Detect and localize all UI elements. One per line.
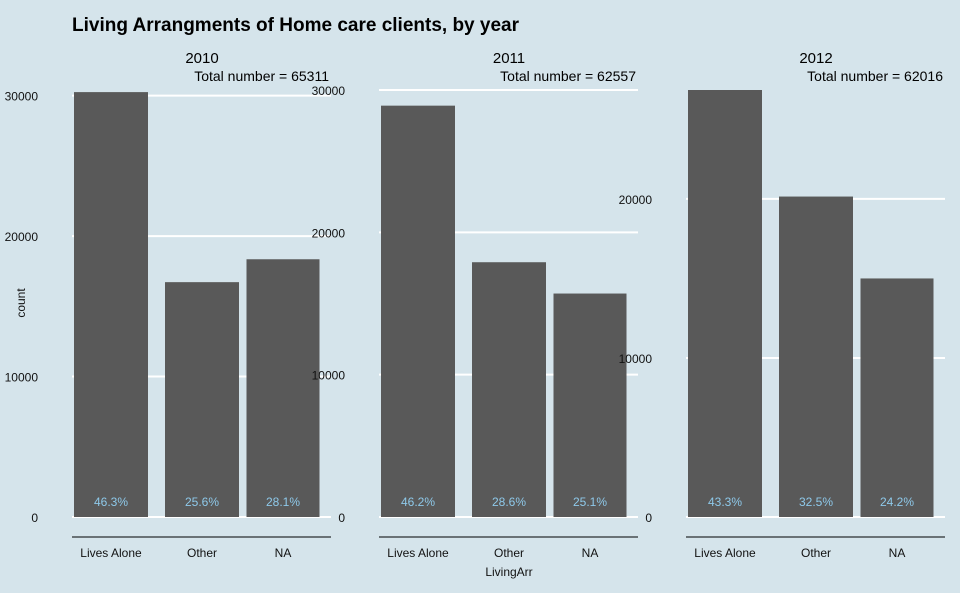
percent-label: 46.2% — [401, 495, 435, 509]
y-tick-label: 0 — [31, 511, 38, 525]
percent-label: 28.6% — [492, 495, 526, 509]
bar-lives-alone — [74, 92, 148, 518]
x-tick-label: Lives Alone — [80, 546, 142, 560]
percent-label: 46.3% — [94, 495, 128, 509]
x-tick-label: NA — [582, 546, 599, 560]
bar-na — [246, 259, 320, 517]
x-tick-label: Other — [187, 546, 217, 560]
y-tick-label: 20000 — [619, 193, 653, 207]
bar-other — [165, 282, 239, 517]
bar-na — [553, 293, 627, 517]
x-tick-label: NA — [275, 546, 292, 560]
y-tick-label: 30000 — [5, 90, 39, 104]
bar-lives-alone — [688, 90, 762, 517]
facet-panel-2011: 0 10000 20000 30000 46.2% 28.6% 25.1% Lives Alo… — [312, 50, 638, 560]
total-number-label: Total number = 62557 — [500, 68, 636, 84]
percent-label: 43.3% — [708, 495, 742, 509]
x-tick-label: Lives Alone — [694, 546, 756, 560]
facet-panel-2012: 0 10000 20000 43.3% 32.5% 24.2% Lives Alone Oth… — [619, 50, 945, 560]
x-axis-title: LivingArr — [485, 565, 532, 579]
bar-lives-alone — [381, 105, 455, 517]
y-tick-label: 10000 — [312, 369, 346, 383]
y-tick-label: 10000 — [619, 352, 653, 366]
facet-title: 2012 — [799, 50, 832, 67]
x-tick-label: Other — [801, 546, 831, 560]
x-tick-label: NA — [889, 546, 906, 560]
y-tick-label: 10000 — [5, 371, 39, 385]
bar-other — [472, 262, 546, 517]
percent-label: 25.6% — [185, 495, 219, 509]
facet-title: 2011 — [493, 50, 525, 67]
x-tick-label: Other — [494, 546, 524, 560]
percent-label: 32.5% — [799, 495, 833, 509]
chart-title: Living Arrangments of Home care clients,… — [72, 15, 520, 36]
y-axis-title: count — [14, 288, 28, 318]
x-tick-label: Lives Alone — [387, 546, 449, 560]
y-tick-label: 0 — [338, 511, 345, 525]
y-tick-label: 30000 — [312, 84, 346, 98]
bar-na — [860, 278, 934, 517]
y-tick-label: 20000 — [5, 230, 39, 244]
facet-panel-2010: 0 10000 20000 30000 46.3% 25.6% 28.1% Lives Alo… — [5, 50, 331, 560]
facet-panels: 0 10000 20000 30000 46.3% 25.6% 28.1% Lives Alo… — [5, 50, 945, 560]
bar-other — [779, 196, 853, 517]
percent-label: 24.2% — [880, 495, 914, 509]
facet-title: 2010 — [185, 50, 218, 67]
percent-label: 28.1% — [266, 495, 300, 509]
y-tick-label: 0 — [645, 511, 652, 525]
total-number-label: Total number = 62016 — [807, 68, 943, 84]
total-number-label: Total number = 65311 — [194, 68, 329, 84]
y-tick-label: 20000 — [312, 226, 346, 240]
percent-label: 25.1% — [573, 495, 607, 509]
